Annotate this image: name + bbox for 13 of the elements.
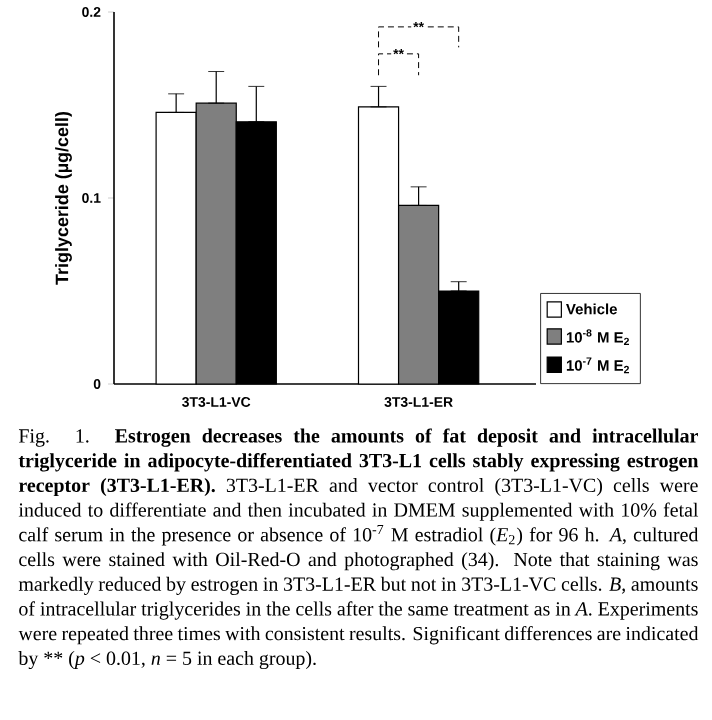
text: by: [18, 650, 39, 670]
text: of intracellular triglycerides in the cells after the same treatment as in A. Experiments: [19, 601, 698, 620]
text: calf serum in the presence or absence of 10$^{-7}$ M estradiol (E$_{2}$) for 96 h. A, cultured: [19, 524, 699, 546]
text: markedly reduced by estrogen in 3T3-L1-ER but not in 3T3-L1-VC cells. B, amounts: [18, 576, 698, 595]
text: were repeated three times with consistent results. Significant differences are indicated: [18, 626, 699, 645]
text: induced to differentiate and then incubated in DMEM supplemented with 10% fetal: [18, 502, 699, 521]
text: Fig. 1. Estrogen decreases the amounts of fat deposit and intracellular: [18, 428, 698, 447]
y-axis-title: Triglyceride (µg/cell): [55, 112, 72, 285]
text: receptor (3T3-L1-ER). 3T3-L1-ER and vector control (3T3-L1-VC) cells were: [18, 478, 698, 497]
text: (p < 0.01, n = 5 in each group).: [69, 650, 316, 670]
text: **: [44, 651, 63, 660]
text: cells were stained with Oil-Red-O and photographed (34). Note that staining was: [19, 552, 698, 571]
text: triglyceride in adipocyte-differentiated 3T3-L1 cells stably expressing estrogen: [18, 453, 699, 472]
